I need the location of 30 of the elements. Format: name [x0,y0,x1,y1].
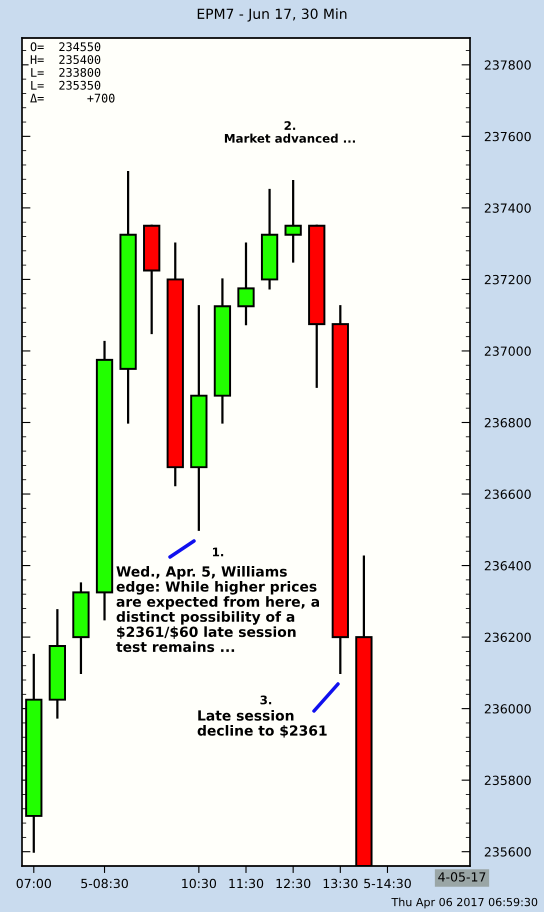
x-tick-label: 5-14:30 [364,878,411,888]
text: 4-05-17 [438,872,486,882]
candlestick [237,242,255,326]
y-tick-label: 237400 [484,203,531,213]
x-tick-label: 13:30 [324,878,358,888]
y-tick-label: 235600 [484,847,531,857]
y-tick-label: 237200 [484,274,531,284]
chart-title: EPM7 - Jun 17, 30 Min [198,8,346,22]
y-tick-label: 236800 [484,418,531,428]
y-tick-label: 236400 [484,561,531,570]
y-tick-label: 237800 [484,60,531,70]
y-tick-label: 236200 [484,632,531,642]
y-tick-label: 237600 [484,132,531,142]
annotation: O= 234550 H= 235400 L= 233800 L= 235350 Δ= +700 [30,42,115,103]
candlestick [284,180,302,263]
text: Thu Apr 06 2017 06:59:30 [391,898,538,908]
y-tick-label: 236600 [484,490,531,499]
x-tick-label: 12:30 [276,878,310,888]
annotation: 1. [212,548,224,556]
x-tick-label: 11:30 [229,878,264,888]
y-tick-label: 235800 [484,776,531,786]
y-tick-label: 236000 [484,704,531,714]
x-tick-label: 5-08:30 [81,878,128,888]
y-tick-label: 237000 [484,346,531,356]
x-tick-label: 07:00 [16,878,51,888]
annotation: 2. Market advanced ... [224,121,355,143]
annotation: 3. [260,695,272,704]
annotation: Wed., Apr. 5, Williams edge: While higher prices are expected from here, a distinct possibility of a $2361/$60 late session test remains ... [116,566,319,652]
annotation: Late session decline to $2361 [198,710,327,738]
x-tick-label: 10:30 [182,878,216,888]
